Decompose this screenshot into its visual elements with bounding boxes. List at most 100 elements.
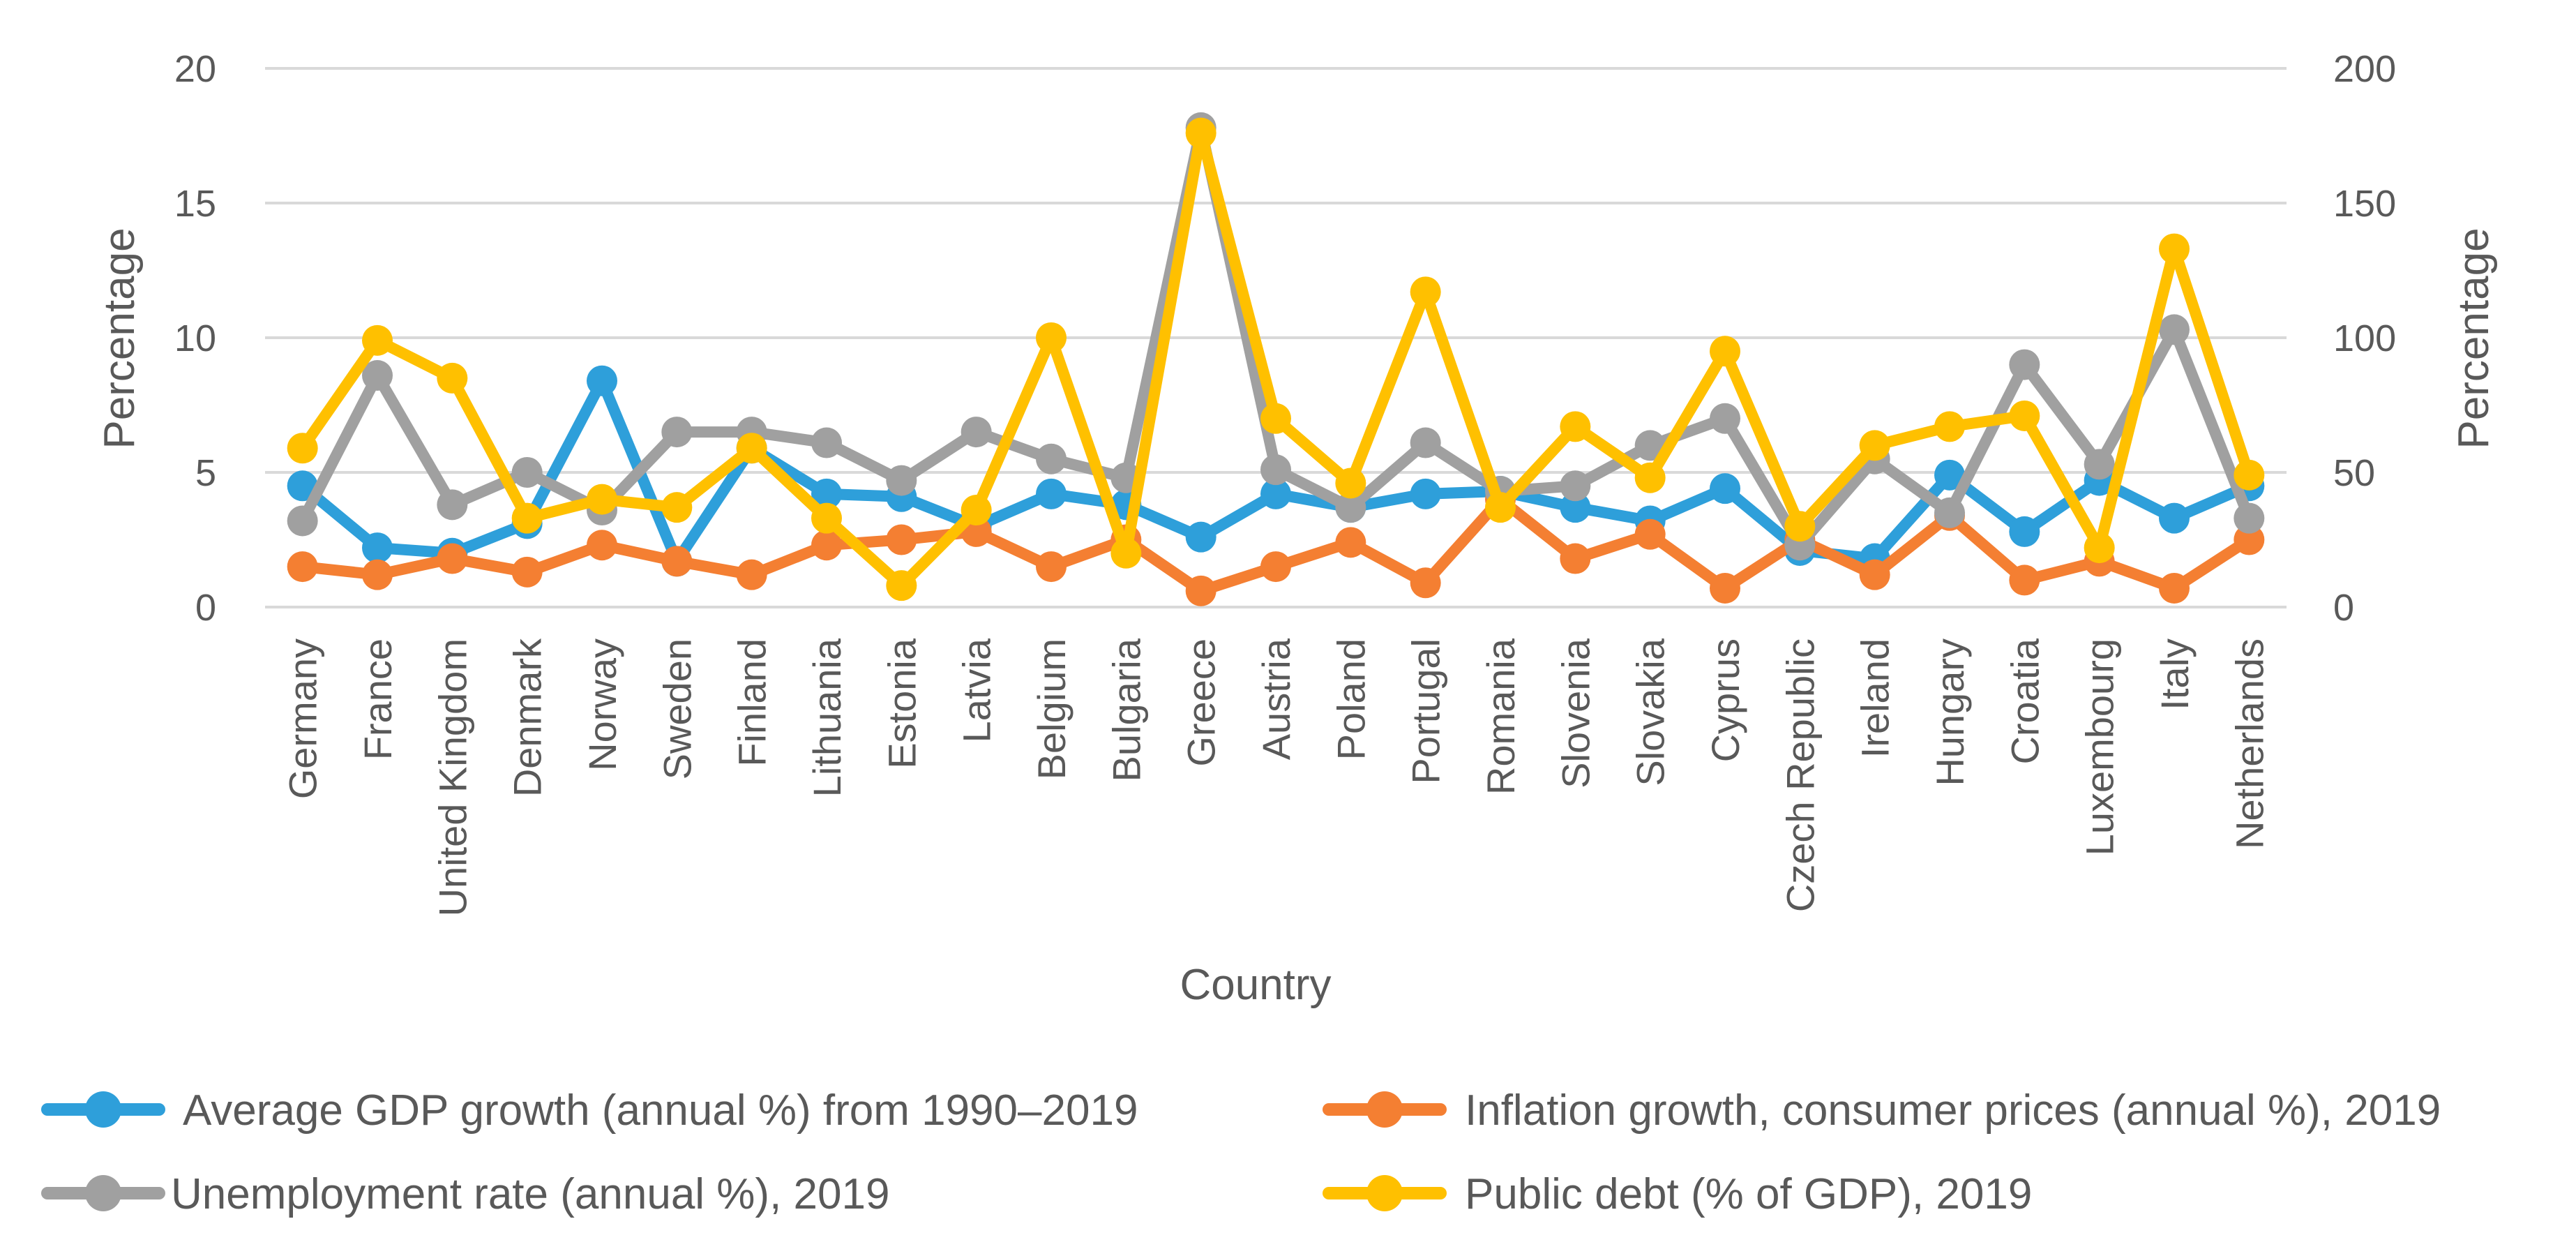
data-point-inflation bbox=[587, 530, 617, 561]
data-point-unemployment bbox=[811, 427, 842, 458]
x-tick-label: Cyprus bbox=[1703, 638, 1747, 762]
left-axis-ticks: 0 5 10 15 20 bbox=[174, 48, 216, 629]
data-point-gdp bbox=[287, 470, 318, 502]
data-point-inflation bbox=[437, 543, 468, 574]
y2-tick-100: 100 bbox=[2333, 317, 2396, 359]
y2-axis-title: Percentage bbox=[2450, 227, 2498, 449]
data-point-unemployment bbox=[1560, 470, 1591, 502]
x-tick-label: Ireland bbox=[1853, 638, 1897, 758]
data-point-unemployment bbox=[511, 457, 543, 488]
legend-marker-debt bbox=[1366, 1175, 1403, 1211]
x-tick-label: Portugal bbox=[1404, 638, 1448, 784]
data-point-inflation bbox=[1410, 567, 1441, 599]
data-point-unemployment bbox=[287, 505, 318, 537]
data-point-debt bbox=[1784, 511, 1816, 542]
x-tick-label: Slovakia bbox=[1629, 638, 1673, 786]
data-point-inflation bbox=[736, 559, 767, 590]
data-point-debt bbox=[661, 492, 693, 523]
data-point-inflation bbox=[661, 546, 693, 577]
legend-marker-unemployment bbox=[85, 1175, 121, 1211]
data-point-inflation bbox=[1335, 527, 1366, 558]
data-point-inflation bbox=[511, 556, 543, 588]
data-point-gdp bbox=[1260, 478, 1291, 509]
legend: Average GDP growth (annual %) from 1990–… bbox=[41, 1086, 2441, 1218]
y-tick-5: 5 bbox=[195, 452, 216, 494]
legend-item-unemployment: Unemployment rate (annual %), 2019 bbox=[41, 1170, 889, 1218]
data-point-debt bbox=[811, 502, 842, 534]
y2-tick-50: 50 bbox=[2333, 452, 2375, 494]
data-point-debt bbox=[287, 433, 318, 464]
data-point-debt bbox=[1260, 403, 1291, 434]
data-point-debt bbox=[961, 495, 992, 526]
legend-item-debt: Public debt (% of GDP), 2019 bbox=[1323, 1170, 2032, 1218]
data-point-debt bbox=[736, 433, 767, 464]
legend-marker-inflation bbox=[1366, 1091, 1403, 1128]
legend-label-debt: Public debt (% of GDP), 2019 bbox=[1465, 1170, 2032, 1218]
data-point-inflation bbox=[1185, 575, 1217, 606]
data-point-inflation bbox=[811, 530, 842, 561]
data-point-gdp bbox=[1185, 521, 1217, 553]
data-point-debt bbox=[2009, 400, 2040, 431]
right-axis-ticks: 0 50 100 150 200 bbox=[2333, 48, 2396, 629]
x-tick-label: Czech Republic bbox=[1778, 638, 1822, 912]
data-point-unemployment bbox=[961, 417, 992, 448]
data-point-unemployment bbox=[1260, 454, 1291, 486]
y-axis-title: Percentage bbox=[96, 227, 144, 449]
y2-tick-0: 0 bbox=[2333, 587, 2354, 629]
series-lines bbox=[287, 112, 2265, 606]
data-point-debt bbox=[1410, 276, 1441, 308]
data-point-debt bbox=[1560, 411, 1591, 442]
x-tick-label: Hungary bbox=[1928, 638, 1972, 786]
data-point-debt bbox=[1110, 537, 1142, 569]
x-tick-label: Finland bbox=[730, 638, 774, 767]
data-point-inflation bbox=[1560, 543, 1591, 574]
data-point-unemployment bbox=[1710, 403, 1740, 434]
x-tick-label: France bbox=[356, 638, 400, 760]
y-tick-20: 20 bbox=[174, 48, 216, 90]
legend-label-gdp: Average GDP growth (annual %) from 1990–… bbox=[183, 1086, 1138, 1135]
data-point-unemployment bbox=[362, 360, 393, 391]
y2-tick-150: 150 bbox=[2333, 183, 2396, 225]
x-tick-label: Belgium bbox=[1030, 638, 1074, 779]
data-point-inflation bbox=[1710, 572, 1740, 604]
data-point-inflation bbox=[2234, 524, 2265, 555]
data-point-debt bbox=[1634, 462, 1666, 493]
data-point-debt bbox=[511, 502, 543, 534]
data-point-inflation bbox=[1634, 518, 1666, 550]
x-tick-label: Italy bbox=[2153, 638, 2197, 710]
series-debt bbox=[287, 117, 2265, 601]
x-tick-label: Poland bbox=[1329, 638, 1373, 760]
x-tick-label: Germany bbox=[281, 638, 325, 799]
x-tick-label: Sweden bbox=[655, 638, 699, 779]
data-point-debt bbox=[1859, 430, 1890, 461]
data-point-inflation bbox=[1260, 551, 1291, 583]
x-tick-label: Denmark bbox=[506, 638, 550, 797]
data-point-debt bbox=[2084, 532, 2115, 564]
data-point-unemployment bbox=[1634, 430, 1666, 461]
data-point-unemployment bbox=[2159, 314, 2190, 345]
x-tick-label: Lithuania bbox=[805, 638, 849, 797]
data-point-debt bbox=[587, 484, 617, 515]
legend-label-inflation: Inflation growth, consumer prices (annua… bbox=[1465, 1086, 2441, 1135]
data-point-inflation bbox=[886, 524, 917, 555]
data-point-unemployment bbox=[1036, 443, 1067, 474]
data-point-gdp bbox=[362, 532, 393, 564]
data-point-gdp bbox=[2009, 516, 2040, 547]
x-tick-label: Austria bbox=[1254, 638, 1298, 760]
x-tick-label: Bulgaria bbox=[1104, 638, 1148, 782]
data-point-unemployment bbox=[661, 417, 693, 448]
legend-item-gdp: Average GDP growth (annual %) from 1990–… bbox=[41, 1086, 1138, 1135]
data-point-debt bbox=[437, 362, 468, 394]
x-tick-label: Latvia bbox=[955, 638, 999, 742]
x-tick-label: Greece bbox=[1180, 638, 1223, 767]
data-point-unemployment bbox=[437, 489, 468, 521]
data-point-inflation bbox=[362, 559, 393, 590]
x-tick-label: Estonia bbox=[880, 638, 924, 769]
legend-marker-gdp bbox=[85, 1091, 121, 1128]
x-tick-label: Croatia bbox=[2003, 638, 2047, 764]
data-point-debt bbox=[1335, 468, 1366, 499]
data-point-unemployment bbox=[2009, 349, 2040, 380]
gridlines bbox=[265, 67, 2287, 608]
y-tick-10: 10 bbox=[174, 317, 216, 359]
data-point-unemployment bbox=[1410, 427, 1441, 458]
